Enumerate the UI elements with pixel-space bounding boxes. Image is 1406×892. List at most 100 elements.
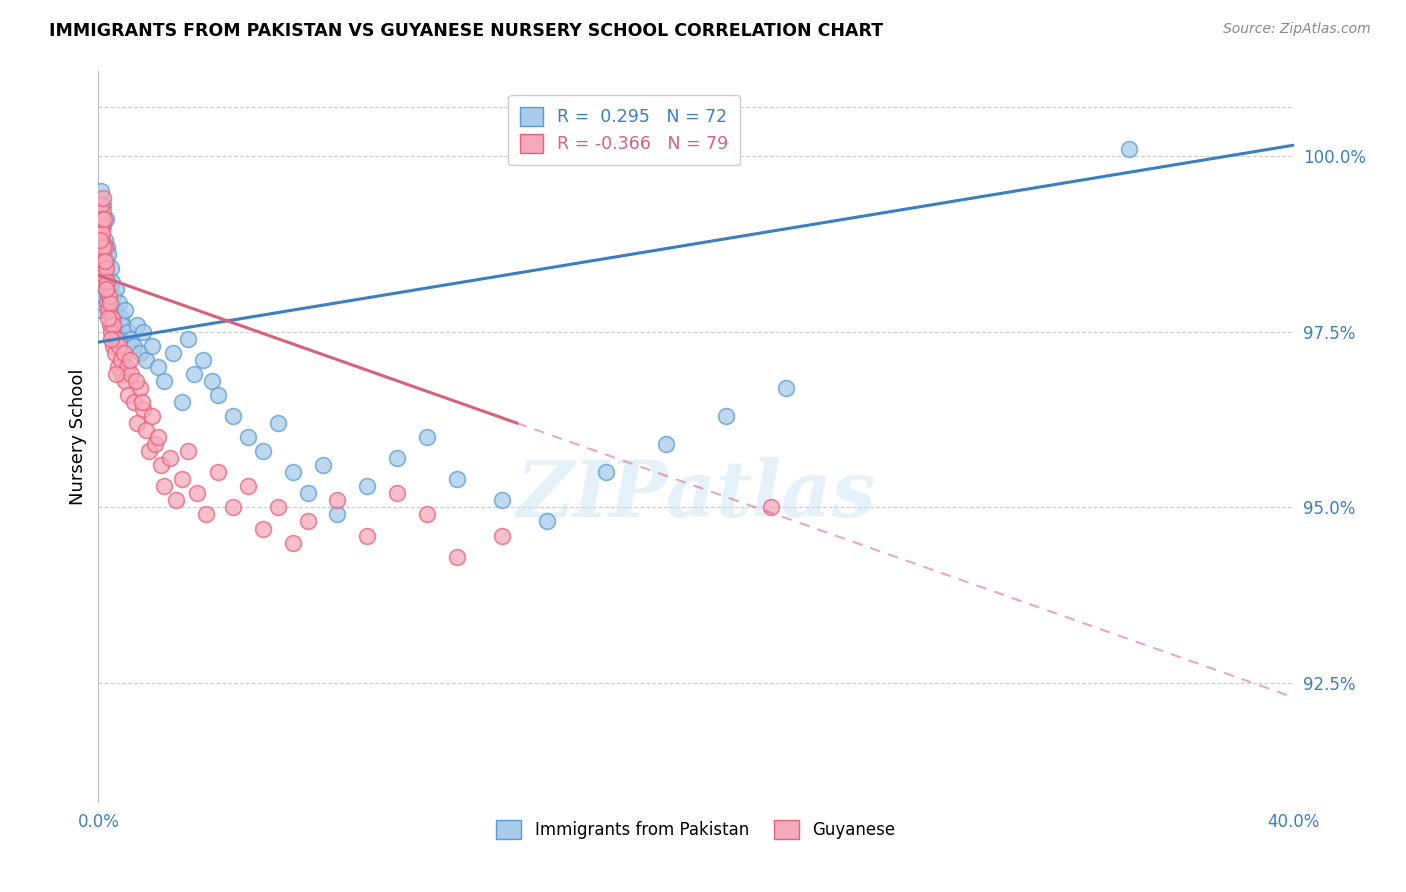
Point: [98, 318, 121, 332]
Point: [183, 367, 205, 381]
Point: [90, 254, 112, 268]
Point: [385, 486, 409, 500]
Point: [141, 409, 163, 423]
Point: [97, 289, 120, 303]
Point: [93, 212, 115, 227]
Point: [595, 465, 617, 479]
Point: [297, 486, 319, 500]
Point: [135, 352, 157, 367]
Point: [356, 528, 378, 542]
Point: [97, 289, 120, 303]
Point: [91, 268, 114, 283]
Point: [385, 451, 409, 466]
Point: [143, 437, 166, 451]
Point: [93, 289, 115, 303]
Point: [96, 240, 118, 254]
Point: [111, 367, 134, 381]
Point: [91, 247, 114, 261]
Point: [162, 345, 184, 359]
Point: [153, 479, 176, 493]
Legend: Immigrants from Pakistan, Guyanese: Immigrants from Pakistan, Guyanese: [489, 814, 903, 846]
Point: [177, 444, 200, 458]
Point: [195, 508, 218, 522]
Point: [326, 493, 349, 508]
Point: [94, 233, 117, 247]
Point: [100, 325, 122, 339]
Point: [117, 325, 139, 339]
Point: [91, 296, 114, 310]
Point: [107, 332, 129, 346]
Point: [107, 359, 129, 374]
Point: [98, 296, 122, 310]
Point: [1118, 142, 1140, 156]
Point: [90, 282, 112, 296]
Point: [120, 332, 142, 346]
Point: [186, 486, 208, 500]
Point: [177, 332, 200, 346]
Point: [207, 465, 229, 479]
Point: [124, 395, 146, 409]
Point: [110, 310, 132, 325]
Point: [148, 359, 170, 374]
Point: [201, 374, 224, 388]
Point: [89, 261, 111, 276]
Point: [138, 444, 160, 458]
Point: [252, 522, 274, 536]
Point: [132, 325, 155, 339]
Point: [416, 508, 439, 522]
Point: [105, 282, 128, 296]
Y-axis label: Nursery School: Nursery School: [69, 368, 87, 506]
Point: [416, 430, 439, 444]
Point: [105, 332, 128, 346]
Point: [281, 535, 304, 549]
Point: [356, 479, 378, 493]
Point: [714, 409, 737, 423]
Point: [153, 374, 176, 388]
Point: [104, 367, 127, 381]
Point: [117, 388, 139, 402]
Point: [129, 381, 152, 395]
Point: [100, 261, 122, 276]
Point: [114, 374, 136, 388]
Point: [127, 416, 149, 430]
Point: [97, 310, 120, 325]
Point: [103, 289, 125, 303]
Point: [172, 472, 194, 486]
Point: [222, 500, 245, 515]
Point: [127, 318, 149, 332]
Point: [207, 388, 229, 402]
Point: [655, 437, 678, 451]
Point: [101, 310, 124, 325]
Point: [222, 409, 245, 423]
Point: [89, 233, 111, 247]
Point: [108, 296, 131, 310]
Point: [96, 282, 118, 296]
Point: [236, 430, 259, 444]
Point: [114, 303, 136, 318]
Point: [236, 479, 259, 493]
Point: [89, 205, 111, 219]
Point: [96, 212, 118, 227]
Point: [101, 276, 124, 290]
Point: [191, 352, 214, 367]
Point: [115, 359, 138, 374]
Point: [91, 191, 114, 205]
Point: [93, 268, 115, 283]
Point: [100, 332, 122, 346]
Point: [252, 444, 274, 458]
Point: [135, 423, 157, 437]
Point: [90, 226, 112, 240]
Point: [98, 282, 121, 296]
Point: [536, 515, 558, 529]
Point: [91, 233, 114, 247]
Point: [132, 401, 155, 416]
Point: [104, 345, 127, 359]
Point: [108, 339, 131, 353]
Point: [91, 205, 114, 219]
Point: [90, 219, 112, 233]
Point: [93, 254, 115, 268]
Point: [111, 318, 134, 332]
Point: [775, 381, 797, 395]
Point: [267, 500, 290, 515]
Point: [120, 367, 142, 381]
